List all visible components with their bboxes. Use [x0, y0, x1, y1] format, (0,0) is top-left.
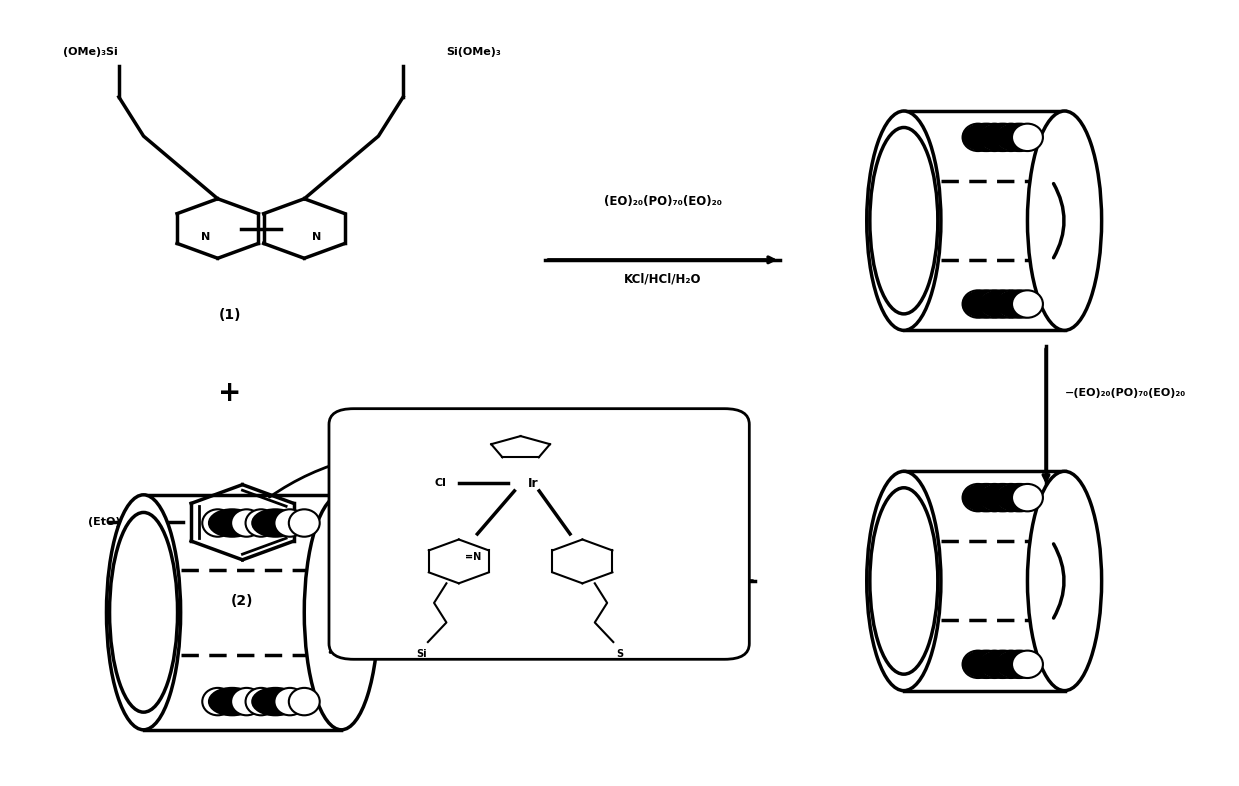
- Ellipse shape: [232, 688, 261, 715]
- Ellipse shape: [109, 512, 177, 712]
- Ellipse shape: [867, 472, 940, 691]
- Ellipse shape: [963, 123, 1010, 151]
- Ellipse shape: [979, 484, 1010, 512]
- Text: N: N: [201, 233, 209, 242]
- Ellipse shape: [979, 651, 1010, 678]
- Text: EtOH: EtOH: [596, 610, 631, 623]
- Ellipse shape: [995, 484, 1026, 512]
- Text: (EtO)₃Si: (EtO)₃Si: [88, 517, 138, 527]
- Ellipse shape: [963, 651, 1010, 678]
- Ellipse shape: [1012, 290, 1043, 318]
- Ellipse shape: [1012, 484, 1043, 512]
- Text: Ir: Ir: [528, 476, 538, 490]
- Ellipse shape: [1012, 651, 1043, 678]
- Ellipse shape: [963, 651, 994, 678]
- Ellipse shape: [209, 688, 255, 715]
- Ellipse shape: [980, 484, 1026, 512]
- Text: KCl/HCl/H₂O: KCl/HCl/H₂O: [624, 273, 701, 286]
- Ellipse shape: [995, 290, 1026, 318]
- Ellipse shape: [202, 509, 233, 537]
- Ellipse shape: [289, 688, 320, 715]
- Ellipse shape: [995, 123, 1026, 151]
- Ellipse shape: [107, 495, 181, 729]
- Ellipse shape: [980, 290, 1026, 318]
- Ellipse shape: [979, 123, 1010, 151]
- Ellipse shape: [253, 509, 299, 537]
- Text: (1): (1): [219, 307, 242, 321]
- Ellipse shape: [963, 290, 994, 318]
- Text: Si(OMe)₃: Si(OMe)₃: [446, 47, 502, 57]
- Ellipse shape: [996, 484, 1042, 512]
- Ellipse shape: [1027, 472, 1101, 691]
- Text: −(EO)₂₀(PO)₇₀(EO)₂₀: −(EO)₂₀(PO)₇₀(EO)₂₀: [1064, 388, 1186, 398]
- Ellipse shape: [867, 111, 940, 330]
- Ellipse shape: [274, 688, 305, 715]
- Ellipse shape: [963, 484, 994, 512]
- Ellipse shape: [202, 688, 233, 715]
- Ellipse shape: [232, 509, 261, 537]
- Ellipse shape: [995, 651, 1026, 678]
- Text: (OMe)₃Si: (OMe)₃Si: [63, 47, 118, 57]
- Ellipse shape: [963, 123, 994, 151]
- Text: =N: =N: [465, 553, 481, 563]
- Text: Si: Si: [416, 648, 427, 659]
- Ellipse shape: [963, 484, 1010, 512]
- Ellipse shape: [996, 290, 1042, 318]
- Text: S(OEt)₃: S(OEt)₃: [415, 517, 461, 527]
- Ellipse shape: [274, 509, 305, 537]
- Ellipse shape: [979, 290, 1010, 318]
- Ellipse shape: [870, 488, 938, 674]
- Ellipse shape: [1012, 123, 1043, 151]
- Text: Cl: Cl: [435, 478, 446, 488]
- Text: (EO)₂₀(PO)₇₀(EO)₂₀: (EO)₂₀(PO)₇₀(EO)₂₀: [603, 195, 722, 208]
- Ellipse shape: [996, 123, 1042, 151]
- Text: S: S: [616, 648, 623, 659]
- Ellipse shape: [870, 127, 938, 314]
- Ellipse shape: [245, 509, 276, 537]
- Ellipse shape: [1027, 111, 1101, 330]
- Text: *: *: [518, 418, 523, 428]
- Text: N: N: [312, 233, 321, 242]
- FancyBboxPatch shape: [330, 409, 750, 659]
- Ellipse shape: [963, 290, 1010, 318]
- Text: (2): (2): [232, 593, 254, 608]
- Ellipse shape: [245, 688, 276, 715]
- Ellipse shape: [980, 651, 1026, 678]
- Ellipse shape: [305, 495, 378, 729]
- Text: [Cp*IrCl(μ-Cl)]₂: [Cp*IrCl(μ-Cl)]₂: [564, 539, 663, 553]
- Ellipse shape: [289, 509, 320, 537]
- Text: +: +: [218, 379, 242, 407]
- Ellipse shape: [209, 509, 255, 537]
- Ellipse shape: [996, 651, 1042, 678]
- Ellipse shape: [980, 123, 1026, 151]
- Ellipse shape: [253, 688, 299, 715]
